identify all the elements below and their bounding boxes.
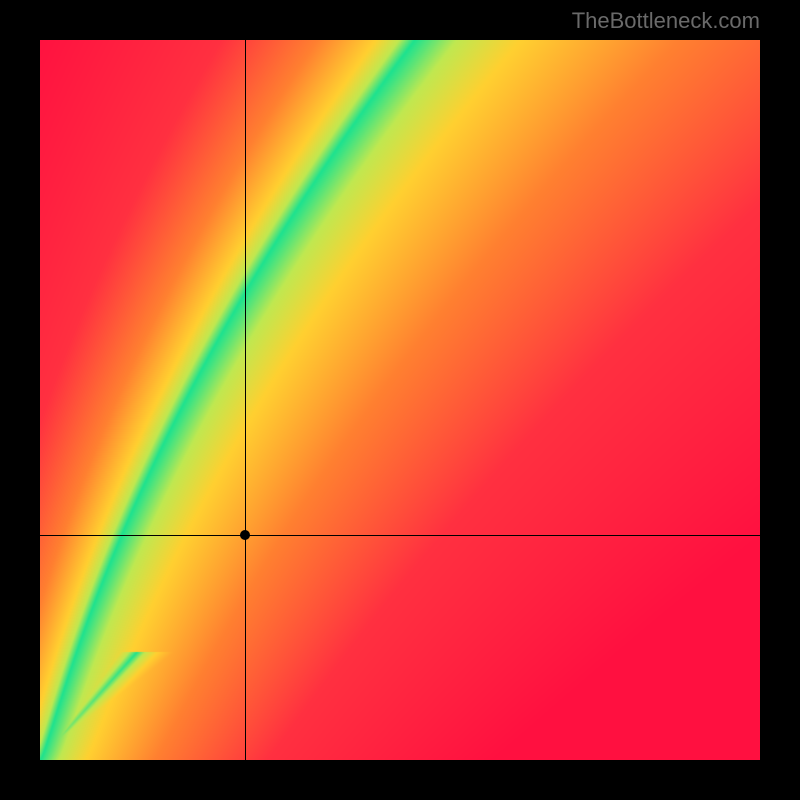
crosshair-vertical xyxy=(245,40,246,760)
chart-container: TheBottleneck.com xyxy=(0,0,800,800)
plot-area xyxy=(40,40,760,760)
watermark-text: TheBottleneck.com xyxy=(572,8,760,34)
crosshair-horizontal xyxy=(40,535,760,536)
marker-dot xyxy=(240,530,250,540)
heatmap-canvas xyxy=(40,40,760,760)
